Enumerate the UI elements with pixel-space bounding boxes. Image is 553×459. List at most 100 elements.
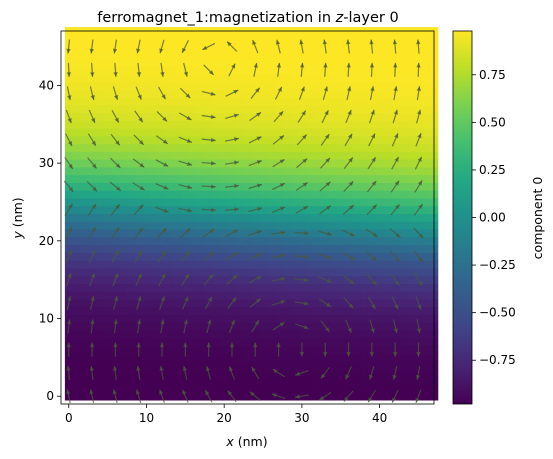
heatmap-cell (391, 361, 400, 370)
heatmap-cell (134, 236, 143, 246)
heatmap-cell (64, 330, 74, 339)
heatmap-cell (235, 104, 245, 113)
heatmap-cell (72, 89, 81, 98)
heatmap-cell (321, 50, 330, 59)
heatmap-cell (414, 97, 423, 106)
heatmap-cell (95, 81, 105, 90)
heatmap-cell (150, 221, 159, 230)
heatmap-cell (290, 97, 299, 106)
heatmap-cell (336, 166, 346, 176)
heatmap-cell (406, 306, 415, 316)
heatmap-cell (321, 384, 330, 393)
heatmap-cell (103, 337, 112, 347)
heatmap-cell (399, 135, 408, 145)
heatmap-cell (64, 244, 74, 253)
heatmap-cell (142, 369, 151, 378)
heatmap-cell (103, 306, 112, 316)
heatmap-cell (251, 268, 260, 277)
heatmap-cell (391, 384, 400, 393)
heatmap-cell (196, 291, 206, 300)
heatmap-cell (298, 236, 307, 246)
heatmap-cell (173, 369, 182, 378)
quiver-arrow (204, 389, 213, 403)
heatmap-cell (235, 221, 245, 230)
heatmap-cell (298, 97, 307, 106)
heatmap-cell (290, 361, 299, 370)
heatmap-cell (212, 236, 221, 246)
chart-title: ferromagnet_1:magnetization in z-layer 0 (97, 10, 398, 26)
heatmap-cell (204, 190, 213, 199)
heatmap-cell (165, 314, 175, 323)
heatmap-cell (134, 58, 143, 67)
heatmap-cell (150, 135, 159, 145)
heatmap-cell (375, 34, 384, 44)
heatmap-cell (142, 322, 151, 331)
heatmap-cell (189, 159, 198, 168)
heatmap-cell (336, 306, 346, 316)
heatmap-cell (119, 198, 128, 207)
heatmap-cell (298, 58, 307, 67)
heatmap-cell (259, 353, 268, 362)
quiver-arrow (66, 86, 72, 101)
heatmap-cell (399, 104, 408, 113)
quiver-arrow (160, 62, 165, 77)
quiver-arrow (206, 319, 212, 334)
heatmap-cell (336, 252, 346, 261)
heatmap-cell (352, 151, 361, 160)
heatmap-cell (290, 50, 299, 59)
heatmap-cell (95, 112, 105, 121)
heatmap-cell (399, 283, 408, 292)
heatmap-cell (88, 73, 97, 82)
heatmap-cell (165, 143, 175, 152)
heatmap-cell (142, 89, 151, 98)
heatmap-cell (204, 174, 213, 183)
quiver-arrow (319, 391, 332, 401)
quiver-arrow (323, 342, 328, 357)
heatmap-cell (173, 330, 182, 339)
heatmap-cell (282, 135, 291, 145)
heatmap-cell (127, 314, 136, 323)
heatmap-cell (127, 299, 136, 308)
heatmap-cell (360, 299, 369, 308)
heatmap-cell (64, 260, 74, 269)
heatmap-cell (367, 198, 377, 207)
heatmap-cell (383, 135, 392, 145)
heatmap-cell (150, 291, 159, 300)
heatmap-cell (360, 198, 369, 207)
heatmap-cell (243, 260, 252, 269)
heatmap-cell (165, 174, 175, 183)
heatmap-cell (399, 174, 408, 183)
heatmap-cell (150, 73, 159, 82)
heatmap-cell (282, 34, 291, 44)
heatmap-cell (196, 34, 206, 44)
quiver-arrow (203, 251, 215, 262)
heatmap-cell (196, 252, 206, 261)
heatmap-cell (111, 104, 120, 113)
heatmap-cell (399, 221, 408, 230)
heatmap-cell (189, 190, 198, 199)
heatmap-cell (189, 268, 198, 277)
heatmap-cell (383, 306, 392, 316)
heatmap-cell (212, 229, 221, 238)
heatmap-cell (313, 337, 322, 347)
heatmap-cell (111, 330, 120, 339)
heatmap-cell (64, 166, 74, 176)
heatmap-cell (95, 268, 105, 277)
heatmap-cell (336, 268, 346, 277)
heatmap-cell (189, 42, 198, 51)
heatmap-cell (399, 120, 408, 129)
heatmap-cell (228, 384, 237, 393)
heatmap-cell (173, 376, 182, 385)
heatmap-cell (134, 166, 143, 176)
heatmap-cell (150, 361, 159, 370)
heatmap-cell (360, 205, 369, 215)
quiver-arrow (158, 86, 167, 100)
colorbar-tick-label: −0.75 (479, 353, 516, 367)
heatmap-cell (88, 221, 97, 230)
heatmap-cell (134, 330, 143, 339)
quiver-arrow (113, 342, 118, 357)
heatmap-cell (259, 166, 268, 176)
heatmap-cell (399, 128, 408, 137)
heatmap-cell (127, 58, 136, 67)
